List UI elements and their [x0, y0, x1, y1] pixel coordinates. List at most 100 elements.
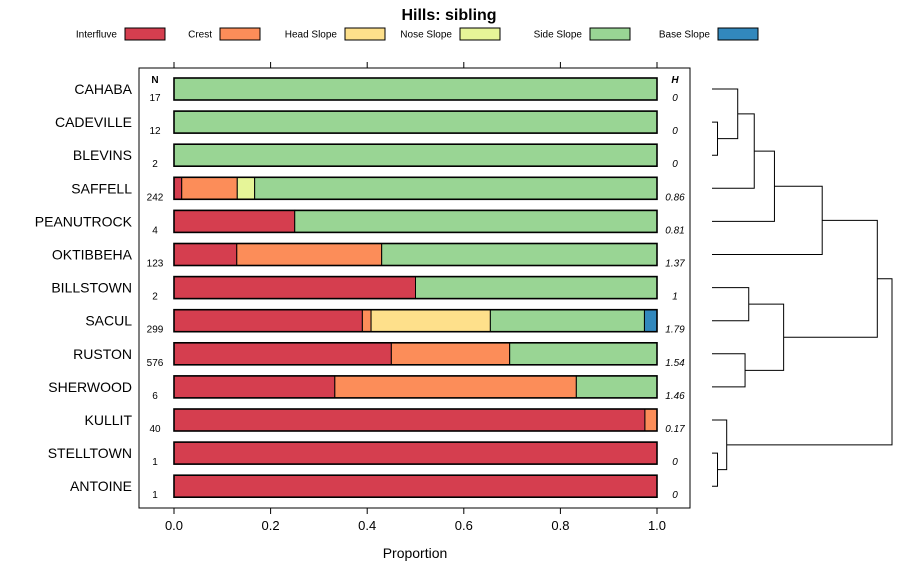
bar-outline: [173, 341, 658, 366]
n-value: 123: [147, 259, 164, 270]
row-label: BILLSTOWN: [51, 280, 132, 296]
bar-segment-side-slope: [509, 342, 658, 366]
bar-segment-interfluve: [173, 441, 658, 465]
n-value: 242: [147, 192, 164, 203]
x-tick-label: 0.8: [551, 518, 569, 533]
legend-swatch-crest: [219, 27, 261, 41]
legend-swatch-side-slope: [589, 27, 631, 41]
row-sacul: SACUL 299 1.79: [85, 308, 685, 336]
n-value: 6: [152, 391, 158, 402]
dendrogram-link: [712, 353, 746, 388]
legend-swatch-head-slope: [344, 27, 386, 41]
bar-outline: [173, 209, 658, 234]
x-axis: 0.0 0.2 0.4 0.6 0.8 1.0: [165, 62, 666, 533]
dendrogram-link: [712, 150, 775, 222]
row-kullit: KULLIT 40 0.17: [85, 408, 685, 435]
bar-segment-interfluve: [173, 243, 238, 266]
bar-segment-side-slope: [381, 243, 658, 266]
row-antoine: ANTOINE 1 0: [70, 474, 678, 501]
row-stelltown: STELLTOWN 1 0: [48, 441, 678, 468]
h-column-header: H: [671, 75, 679, 86]
row-ruston: RUSTON 576 1.54: [73, 341, 685, 369]
row-label: ANTOINE: [70, 478, 132, 494]
row-billstown: BILLSTOWN 2 1: [51, 275, 678, 303]
bar-outline: [173, 408, 658, 432]
row-label: SHERWOOD: [48, 379, 132, 395]
bar-outline: [173, 143, 658, 167]
bar-outline: [173, 176, 658, 201]
row-blevins: BLEVINS 2 0: [73, 143, 678, 170]
bar-outline: [173, 441, 658, 465]
bar-outline: [173, 375, 658, 399]
row-label: KULLIT: [85, 412, 133, 428]
legend-swatch-interfluve: [124, 27, 166, 41]
row-label: BLEVINS: [73, 147, 132, 163]
bar-segment-side-slope: [173, 77, 658, 101]
n-value: 1: [152, 457, 158, 468]
legend-label-base-slope: Base Slope: [659, 30, 711, 41]
bar-segment-interfluve: [173, 309, 363, 333]
row-cadeville: CADEVILLE 12 0: [55, 110, 678, 137]
n-value: 299: [147, 325, 164, 336]
plot-frame: [138, 67, 691, 509]
x-axis-title: Proportion: [383, 545, 448, 561]
n-value: 1: [152, 490, 158, 501]
bar-segment-interfluve: [173, 375, 336, 399]
n-column-header: N: [151, 75, 158, 86]
bar-segment-interfluve: [173, 209, 296, 233]
dendrogram-link: [712, 419, 728, 471]
bar-segment-side-slope: [489, 309, 645, 333]
bar-segment-interfluve: [173, 342, 392, 366]
row-oktibbeha: OKTIBBEHA 123 1.37: [52, 242, 685, 270]
n-value: 40: [149, 424, 161, 435]
dendrogram-link: [783, 219, 878, 338]
row-saffell: SAFFELL 242 0.86: [71, 176, 685, 203]
row-cahaba: CAHABA 17 0: [74, 77, 678, 104]
legend-label-crest: Crest: [188, 30, 212, 41]
row-peanutrock: PEANUTROCK 4 0.81: [35, 209, 685, 236]
row-label: CAHABA: [74, 81, 132, 97]
dendrogram-link: [712, 121, 719, 156]
legend-swatch-nose-slope: [459, 27, 501, 41]
bar-outline: [173, 308, 658, 333]
bar-outline: [173, 474, 658, 499]
n-value: 12: [149, 126, 161, 137]
row-label: STELLTOWN: [48, 445, 132, 461]
h-value: 1: [672, 292, 678, 303]
bar-outline: [173, 242, 658, 267]
bar-segment-crest: [236, 243, 383, 266]
bar-segment-crest: [334, 375, 577, 399]
row-label: SAFFELL: [71, 180, 132, 196]
h-value: 1.46: [665, 391, 685, 402]
dendrogram-link: [726, 278, 893, 446]
h-value: 1.79: [665, 325, 685, 336]
n-value: 17: [149, 93, 161, 104]
dendrogram-link: [712, 287, 750, 322]
legend-label-side-slope: Side Slope: [534, 30, 583, 41]
bar-segment-side-slope: [575, 375, 658, 399]
x-tick-label: 0.4: [358, 518, 376, 533]
dendrogram-link: [712, 88, 739, 140]
h-value: 0: [672, 126, 678, 137]
bar-segment-crest: [181, 176, 238, 200]
h-value: 0: [672, 159, 678, 170]
bar-segment-crest: [390, 342, 511, 366]
x-tick-label: 0.0: [165, 518, 183, 533]
h-value: 1.54: [665, 358, 685, 369]
n-value: 2: [152, 159, 158, 170]
legend-label-nose-slope: Nose Slope: [400, 30, 452, 41]
dendrogram-link: [712, 113, 755, 189]
bar-segment-side-slope: [254, 176, 658, 200]
bar-segment-side-slope: [173, 143, 658, 167]
bar-segment-interfluve: [173, 474, 658, 498]
legend-label-head-slope: Head Slope: [285, 30, 338, 41]
bar-segment-interfluve: [173, 276, 416, 300]
chart-title: Hills: sibling: [401, 7, 496, 24]
bar-segment-interfluve: [173, 176, 183, 200]
row-label: SACUL: [85, 313, 132, 329]
h-value: 0: [672, 490, 678, 501]
legend-swatch-base-slope: [717, 27, 759, 41]
dendrogram-link: [712, 452, 719, 487]
